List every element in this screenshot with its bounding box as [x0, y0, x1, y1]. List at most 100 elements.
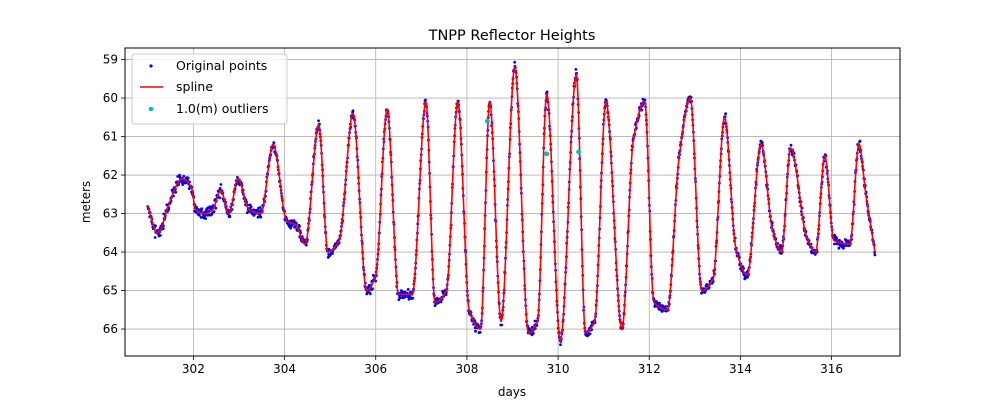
- y-tick-label: 63: [103, 207, 118, 221]
- original-point: [474, 329, 477, 333]
- original-point: [228, 215, 232, 219]
- original-point: [258, 206, 262, 209]
- grid-lines: [125, 48, 900, 356]
- x-tick-label: 316: [820, 362, 843, 376]
- outlier-point: [485, 118, 490, 124]
- original-point: [218, 196, 222, 200]
- outliers-series: [485, 118, 582, 157]
- original-point: [317, 119, 320, 123]
- original-point: [858, 139, 862, 143]
- y-axis-ticks: 59 60 61 62 63 64 65 66: [103, 53, 125, 336]
- original-point: [298, 225, 301, 228]
- original-point: [406, 288, 410, 291]
- original-point: [374, 279, 377, 283]
- original-point: [532, 332, 535, 335]
- original-point: [154, 224, 157, 228]
- legend-label-outliers: 1.0(m) outliers: [176, 101, 269, 116]
- original-point: [842, 246, 845, 250]
- original-point: [433, 304, 437, 307]
- original-point: [574, 68, 578, 71]
- original-point: [368, 292, 372, 296]
- y-tick-label: 59: [103, 53, 118, 67]
- original-point: [219, 183, 223, 186]
- original-point: [873, 253, 877, 257]
- original-point: [214, 206, 218, 210]
- original-point: [159, 234, 162, 237]
- original-point: [162, 212, 166, 216]
- original-point: [272, 141, 276, 145]
- original-point: [513, 60, 517, 64]
- original-point: [203, 214, 207, 217]
- original-point: [331, 252, 334, 255]
- outlier-point: [544, 151, 550, 157]
- legend-box: [131, 53, 288, 125]
- spline-series: [147, 66, 876, 342]
- x-axis-ticks: 302 304 306 308 310 312 314 316: [182, 356, 843, 376]
- x-tick-label: 304: [273, 362, 296, 376]
- original-point: [724, 112, 727, 116]
- original-point: [249, 205, 253, 209]
- original-point: [245, 211, 249, 215]
- original-point: [200, 207, 204, 211]
- original-point: [371, 287, 374, 291]
- original-point: [218, 187, 222, 190]
- original-point: [833, 242, 836, 246]
- original-point: [256, 215, 260, 219]
- original-point: [198, 213, 201, 217]
- x-tick-label: 306: [364, 362, 387, 376]
- original-point: [545, 90, 549, 94]
- original-point: [789, 143, 793, 147]
- legend-marker-outliers: [148, 106, 154, 112]
- y-axis-label: meters: [79, 181, 93, 223]
- original-point: [411, 296, 415, 300]
- original-point: [398, 296, 402, 300]
- original-point: [533, 319, 537, 323]
- legend-label-spline: spline: [176, 79, 213, 94]
- legend-marker-original-points: [149, 64, 153, 68]
- spline-line: [147, 66, 876, 342]
- x-tick-label: 308: [455, 362, 478, 376]
- x-tick-label: 312: [638, 362, 661, 376]
- original-point: [640, 108, 644, 112]
- original-point: [664, 305, 668, 308]
- original-point: [165, 203, 169, 207]
- original-point: [292, 219, 296, 223]
- original-point: [351, 109, 355, 113]
- original-point: [174, 190, 178, 194]
- original-point: [153, 236, 157, 239]
- y-tick-label: 65: [103, 284, 118, 298]
- original-point: [760, 141, 764, 145]
- original-point: [397, 298, 401, 302]
- x-axis-label: days: [498, 385, 526, 399]
- legend-label-original-points: Original points: [176, 58, 267, 73]
- original-point: [204, 217, 208, 221]
- x-tick-label: 302: [182, 362, 205, 376]
- original-point: [259, 215, 263, 219]
- y-tick-label: 61: [103, 130, 118, 144]
- x-tick-label: 314: [729, 362, 752, 376]
- original-point: [212, 210, 216, 214]
- original-point: [643, 98, 647, 102]
- original-point: [838, 238, 841, 242]
- original-point: [559, 343, 562, 346]
- original-point: [199, 216, 203, 219]
- outlier-point: [576, 149, 582, 155]
- y-tick-label: 66: [103, 322, 118, 336]
- chart-title: TNPP Reflector Heights: [428, 28, 596, 44]
- x-tick-label: 310: [547, 362, 570, 376]
- legend: Original points spline 1.0(m) outliers: [131, 53, 288, 125]
- original-point: [530, 325, 534, 329]
- original-point: [186, 176, 190, 180]
- y-tick-label: 60: [103, 91, 118, 105]
- original-point: [161, 227, 165, 231]
- y-tick-label: 64: [103, 245, 118, 259]
- original-point: [500, 323, 503, 327]
- original-point: [588, 332, 592, 336]
- plot-frame: [124, 47, 901, 357]
- y-tick-label: 62: [103, 168, 118, 182]
- original-point: [439, 300, 443, 304]
- original-point: [835, 236, 838, 240]
- original-point: [478, 331, 482, 334]
- original-point: [837, 246, 841, 250]
